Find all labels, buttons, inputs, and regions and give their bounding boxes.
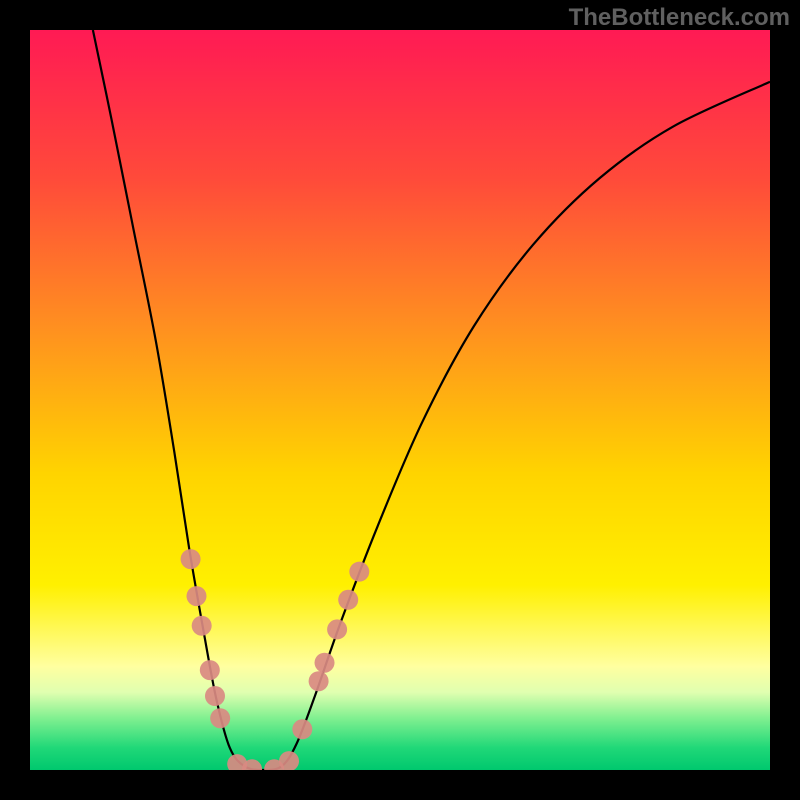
data-marker bbox=[210, 708, 230, 728]
data-marker bbox=[309, 671, 329, 691]
data-marker bbox=[338, 590, 358, 610]
data-marker bbox=[192, 616, 212, 636]
chart-svg bbox=[0, 0, 800, 800]
data-marker bbox=[349, 562, 369, 582]
data-marker bbox=[187, 586, 207, 606]
data-marker bbox=[200, 660, 220, 680]
data-marker bbox=[279, 751, 299, 771]
data-marker bbox=[292, 719, 312, 739]
data-marker bbox=[205, 686, 225, 706]
watermark-text: TheBottleneck.com bbox=[569, 4, 790, 32]
data-marker bbox=[181, 549, 201, 569]
chart-frame: TheBottleneck.com bbox=[0, 0, 800, 800]
data-marker bbox=[327, 619, 347, 639]
plot-background bbox=[30, 30, 770, 770]
data-marker bbox=[315, 653, 335, 673]
